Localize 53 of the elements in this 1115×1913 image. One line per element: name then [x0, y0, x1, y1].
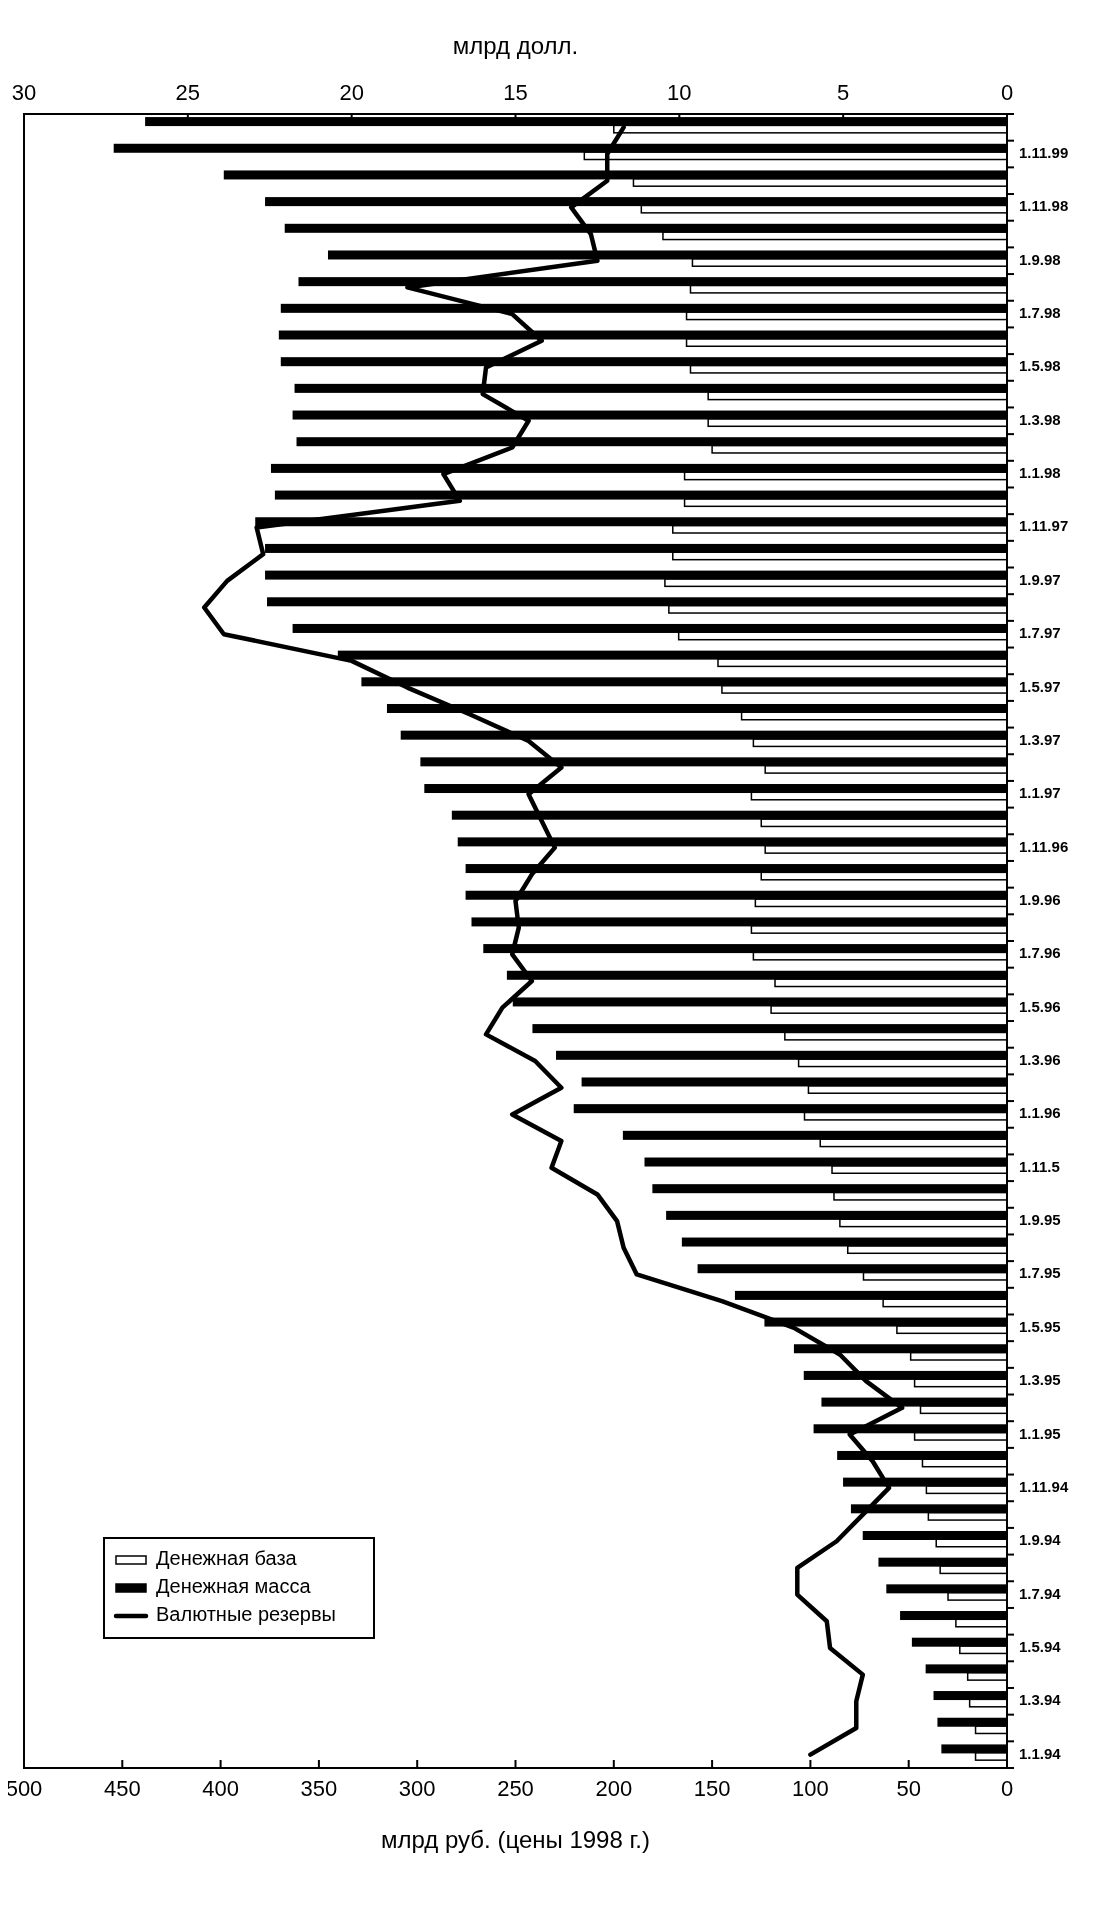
- y-tick-label: 1.1.97: [1019, 784, 1061, 802]
- legend-label: Денежная масса: [156, 1575, 312, 1598]
- y-tick-label: 1.9.97: [1019, 570, 1061, 588]
- x2-tick-label: 25: [175, 80, 201, 105]
- y-tick-label: 1.5.97: [1019, 677, 1061, 695]
- y-tick-label: 1.7.96: [1019, 944, 1061, 962]
- y-tick-label: 1.5.98: [1019, 357, 1061, 375]
- x-tick-label: 150: [693, 1776, 731, 1801]
- y-tick-label: 1.9.96: [1019, 890, 1061, 908]
- x-tick-label: 50: [896, 1776, 921, 1801]
- x2-tick-label: 10: [667, 80, 692, 105]
- y-tick-label: 1.7.97: [1019, 624, 1061, 642]
- y-tick-label: 1.1.96: [1019, 1104, 1061, 1122]
- y-tick-label: 1.5.95: [1019, 1317, 1061, 1335]
- y-tick-label: 1.3.96: [1019, 1051, 1061, 1069]
- y-tick-label: 1.3.95: [1019, 1371, 1061, 1389]
- y-tick-label: 1.5.96: [1019, 997, 1061, 1015]
- y-tick-label: 1.9.98: [1019, 250, 1061, 268]
- y-tick-label: 1.11.96: [1019, 837, 1069, 855]
- x2-tick-label: 0: [1000, 80, 1014, 105]
- y-tick-label: 1.3.98: [1019, 410, 1061, 428]
- x2-axis-title: млрд долл.: [452, 32, 579, 59]
- y-tick-label: 1.11.5: [1019, 1157, 1060, 1175]
- x-tick-label: 0: [1000, 1776, 1014, 1801]
- y-tick-label: 1.3.97: [1019, 730, 1061, 748]
- y-tick-label: 1.1.95: [1019, 1424, 1061, 1442]
- y-tick-label: 1.7.94: [1019, 1584, 1062, 1602]
- x2-tick-label: 30: [11, 80, 37, 105]
- y-tick-label: 1.5.94: [1019, 1637, 1062, 1655]
- legend-label: Денежная база: [156, 1547, 298, 1570]
- x-tick-label: 200: [595, 1776, 633, 1801]
- y-tick-label: 1.3.94: [1019, 1691, 1062, 1709]
- y-tick-label: 1.11.97: [1019, 517, 1069, 535]
- y-tick-label: 1.9.94: [1019, 1531, 1062, 1549]
- x-axis-title: млрд руб. (цены 1998 г.): [381, 1826, 650, 1853]
- x2-tick-label: 15: [503, 80, 528, 105]
- x-tick-label: 350: [300, 1776, 338, 1801]
- y-tick-label: 1.9.95: [1019, 1211, 1061, 1229]
- x-tick-label: 100: [792, 1776, 829, 1801]
- x-tick-label: 400: [202, 1776, 239, 1801]
- y-tick-label: 1.11.98: [1019, 197, 1069, 215]
- y-tick-label: 1.1.94: [1019, 1744, 1062, 1762]
- y-tick-label: 1.11.99: [1019, 143, 1069, 161]
- legend-label: Валютные резервы: [156, 1603, 336, 1626]
- y-tick-label: 1.7.98: [1019, 304, 1061, 322]
- x-tick-label: 300: [398, 1776, 436, 1801]
- x2-tick-label: 5: [837, 80, 850, 105]
- x2-tick-label: 20: [339, 80, 364, 105]
- x-tick-label: 250: [497, 1776, 534, 1801]
- x-tick-label: 450: [103, 1776, 141, 1801]
- y-tick-label: 1.11.94: [1019, 1477, 1069, 1495]
- y-tick-label: 1.7.95: [1019, 1264, 1061, 1282]
- y-tick-label: 1.1.98: [1019, 464, 1061, 482]
